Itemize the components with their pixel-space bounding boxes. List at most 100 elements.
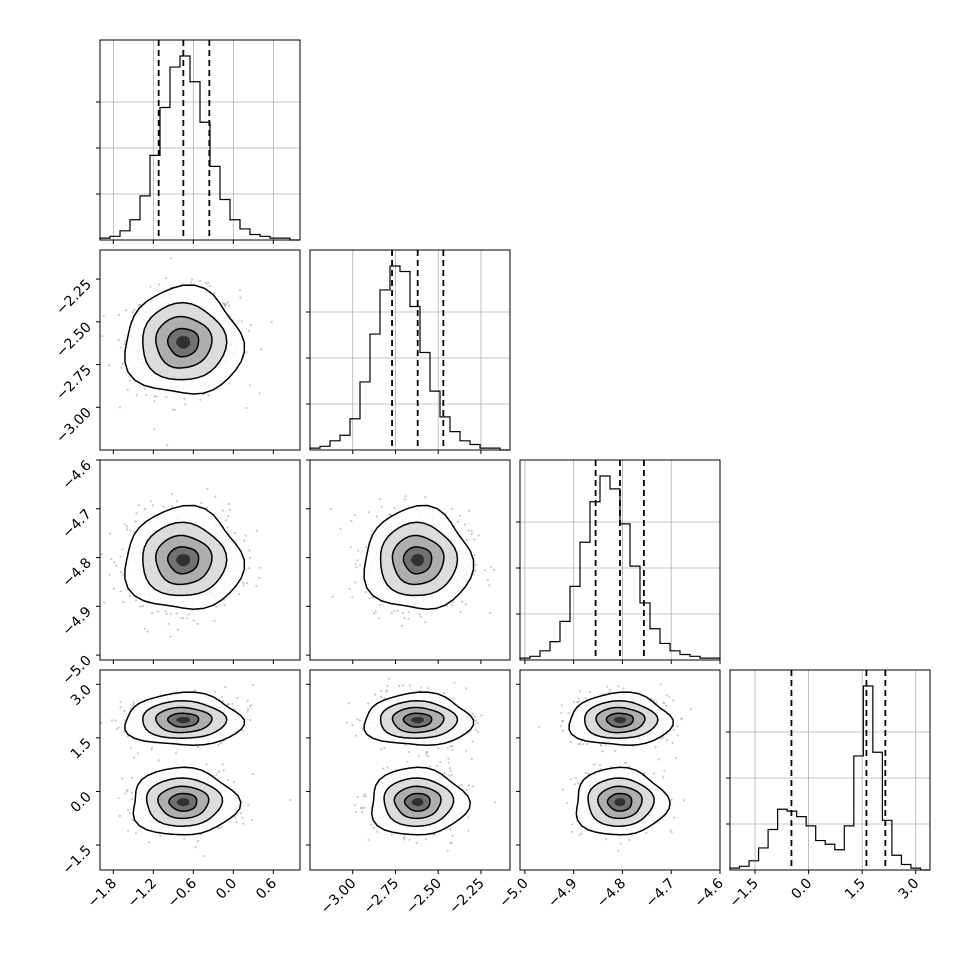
sample-point (451, 604, 454, 607)
sample-point (119, 571, 123, 574)
sample-point (461, 600, 464, 603)
sample-point (144, 627, 147, 630)
sample-point (158, 283, 161, 286)
sample-point (224, 304, 227, 308)
sample-point (170, 257, 173, 260)
sample-point (670, 831, 673, 834)
sample-point (247, 329, 250, 332)
sample-point (242, 582, 245, 585)
sample-point (221, 763, 224, 766)
sample-point (129, 529, 132, 532)
sample-point (159, 834, 162, 837)
sample-point (458, 784, 461, 787)
sample-point (477, 534, 480, 537)
sample-point (593, 763, 596, 766)
sample-point (156, 610, 160, 613)
sample-point (456, 520, 459, 524)
sample-point (198, 280, 202, 283)
density-fill (411, 554, 424, 567)
sample-point (121, 777, 124, 780)
y-tick-label: −4.9 (59, 604, 94, 639)
sample-point (193, 689, 197, 692)
sample-point (471, 712, 474, 715)
sample-point (486, 578, 489, 582)
sample-point (258, 392, 261, 395)
sample-point (219, 742, 223, 745)
sample-point (153, 400, 156, 403)
sample-point (470, 532, 473, 536)
sample-point (229, 508, 232, 511)
sample-point (157, 759, 160, 762)
sample-point (480, 714, 483, 717)
sample-point (241, 729, 244, 732)
y-tick-label: −1.5 (59, 843, 94, 878)
sample-point (425, 753, 428, 756)
contour-line (587, 777, 655, 827)
sample-point (376, 830, 379, 833)
sample-point (361, 811, 364, 814)
sample-point (123, 719, 126, 722)
density-fill (176, 717, 191, 724)
sample-point (489, 565, 493, 568)
sample-point (349, 546, 352, 549)
sample-point (415, 842, 418, 845)
sample-point (121, 362, 124, 366)
panel-frame (99, 669, 301, 871)
contour-line (168, 792, 198, 812)
sample-point (402, 837, 405, 840)
sample-point (617, 849, 620, 852)
sample-point (665, 738, 669, 742)
sample-point (452, 601, 455, 604)
sample-point (619, 842, 623, 845)
sample-point (205, 506, 208, 509)
sample-point (247, 707, 250, 711)
hist-panel-1 (96, 39, 301, 244)
sample-point (251, 773, 254, 776)
sample-point (134, 599, 138, 602)
sample-point (357, 549, 360, 552)
grid (730, 670, 930, 870)
sample-point (675, 756, 678, 760)
sample-point (115, 728, 118, 731)
density-fill (176, 798, 190, 807)
sample-point (408, 684, 411, 687)
sample-point (135, 512, 138, 515)
contour-line (155, 706, 213, 734)
sample-point (598, 764, 602, 767)
sample-point (122, 601, 125, 604)
sample-point (227, 778, 230, 782)
sample-point (365, 546, 368, 549)
sample-point (359, 806, 362, 810)
sample-point (652, 699, 656, 702)
sample-point (569, 740, 573, 744)
sample-point (150, 748, 153, 751)
sample-point (664, 704, 668, 708)
sample-point (227, 515, 230, 518)
sample-point (358, 563, 362, 566)
sample-point (228, 382, 231, 385)
sample-point (112, 587, 115, 591)
sample-point (354, 804, 357, 807)
sample-point (467, 509, 471, 512)
sample-point (149, 285, 152, 288)
scatter-panel-2-4 (306, 669, 511, 874)
sample-point (378, 604, 382, 607)
sample-point (446, 747, 449, 750)
sample-point (382, 767, 385, 770)
sample-point (604, 744, 607, 747)
sample-point (132, 756, 136, 759)
sample-point (151, 611, 154, 615)
sample-point (578, 834, 581, 837)
sample-point (367, 838, 370, 842)
sample-point (354, 734, 357, 737)
sample-point (488, 584, 491, 587)
sample-point (289, 798, 292, 802)
contour-line (403, 792, 431, 812)
sample-point (407, 610, 410, 614)
sample-point (380, 505, 383, 508)
contour-line (166, 327, 200, 358)
sample-point (124, 309, 127, 312)
sample-point (183, 397, 186, 400)
sample-point (407, 617, 410, 620)
sample-point (170, 492, 173, 495)
